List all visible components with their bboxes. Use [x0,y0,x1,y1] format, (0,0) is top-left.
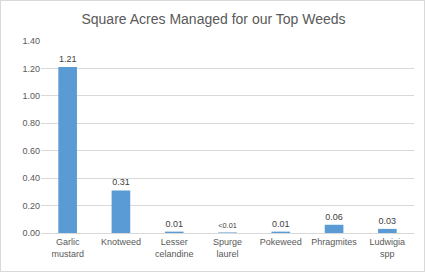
svg-text:1.40: 1.40 [22,36,40,46]
svg-text:0.01: 0.01 [165,219,183,229]
svg-text:<0.01: <0.01 [218,221,237,230]
svg-text:Knotweed: Knotweed [101,237,141,247]
svg-text:0.40: 0.40 [22,173,40,183]
svg-text:1.20: 1.20 [22,64,40,74]
svg-text:0.60: 0.60 [22,146,40,156]
svg-text:0.20: 0.20 [22,201,40,211]
svg-text:1.00: 1.00 [22,91,40,101]
svg-text:0.31: 0.31 [112,177,130,187]
svg-text:0.80: 0.80 [22,118,40,128]
svg-text:Garlicmustard: Garlicmustard [51,237,84,259]
svg-text:Square Acres Managed for our T: Square Acres Managed for our Top Weeds [81,11,345,27]
svg-text:0.03: 0.03 [379,216,397,226]
svg-text:Spurgelaurel: Spurgelaurel [213,237,242,259]
svg-text:Pokeweed: Pokeweed [260,237,302,247]
svg-text:Ludwigiaspp: Ludwigiaspp [370,237,406,259]
svg-text:Lessercelandine: Lessercelandine [155,237,194,259]
svg-text:0.06: 0.06 [325,212,343,222]
svg-text:0.00: 0.00 [22,228,40,238]
svg-text:0.01: 0.01 [272,219,290,229]
svg-text:1.21: 1.21 [59,54,77,64]
svg-text:Phragmites: Phragmites [311,237,357,247]
